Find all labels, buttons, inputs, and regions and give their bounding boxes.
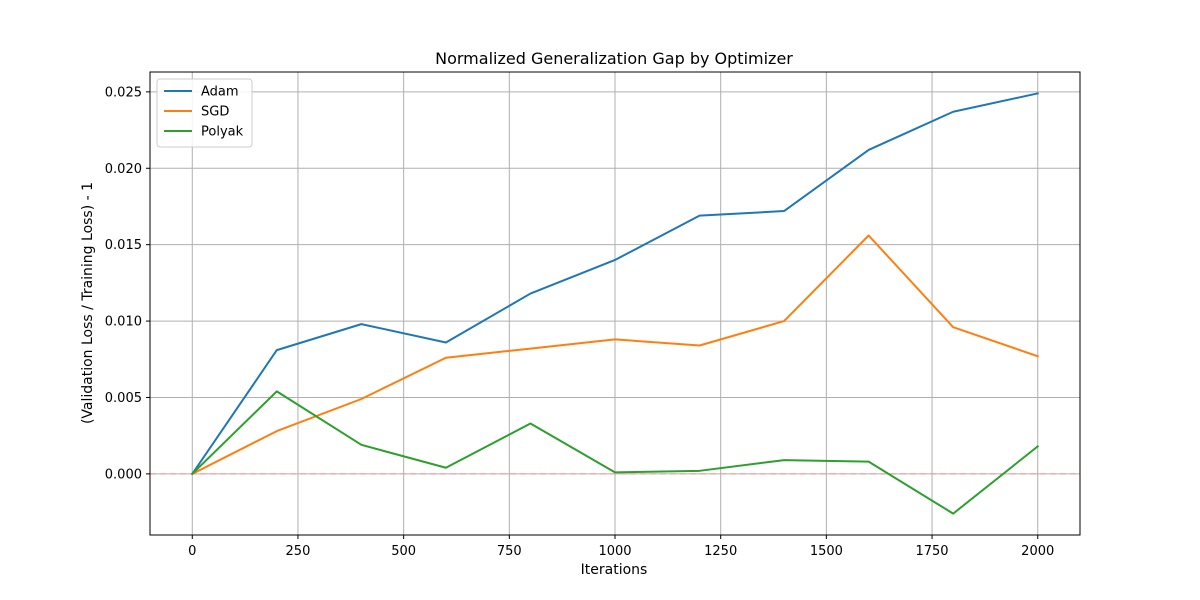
x-tick-label: 1750 (915, 544, 948, 559)
y-tick-label: 0.015 (105, 238, 142, 253)
x-axis-label: Iterations (581, 562, 648, 578)
legend-label-sgd: SGD (201, 105, 229, 120)
series-line-polyak (190, 390, 1040, 515)
legend-label-adam: Adam (201, 85, 239, 100)
x-tick-label: 1500 (810, 544, 843, 559)
y-tick-label: 0.025 (105, 85, 142, 100)
y-tick-label: 0.005 (105, 391, 142, 406)
series-line-adam (190, 92, 1039, 476)
x-axis-ticks: 0 250 500 750 1000 1250 1500 1750 2000 (188, 535, 1054, 559)
x-tick-label: 0 (188, 544, 196, 559)
x-tick-label: 1000 (598, 544, 631, 559)
y-tick-label: 0.000 (105, 467, 142, 482)
y-axis-label: (Validation Loss / Training Loss) - 1 (80, 182, 96, 424)
legend: Adam SGD Polyak (156, 78, 253, 148)
series-lines (190, 92, 1040, 515)
x-tick-label: 500 (391, 544, 416, 559)
series-line-sgd (190, 234, 1040, 476)
legend-items: Adam SGD Polyak (164, 85, 244, 140)
chart-title: Normalized Generalization Gap by Optimiz… (435, 49, 793, 68)
y-tick-label: 0.010 (105, 315, 142, 330)
grid (150, 72, 1080, 535)
y-axis-ticks: 0.000 0.005 0.010 0.015 0.020 0.025 (105, 85, 150, 482)
x-tick-label: 250 (286, 544, 311, 559)
legend-label-polyak: Polyak (201, 125, 244, 140)
x-tick-label: 2000 (1021, 544, 1054, 559)
x-tick-label: 1250 (704, 544, 737, 559)
x-tick-label: 750 (497, 544, 522, 559)
y-tick-label: 0.020 (105, 162, 142, 177)
